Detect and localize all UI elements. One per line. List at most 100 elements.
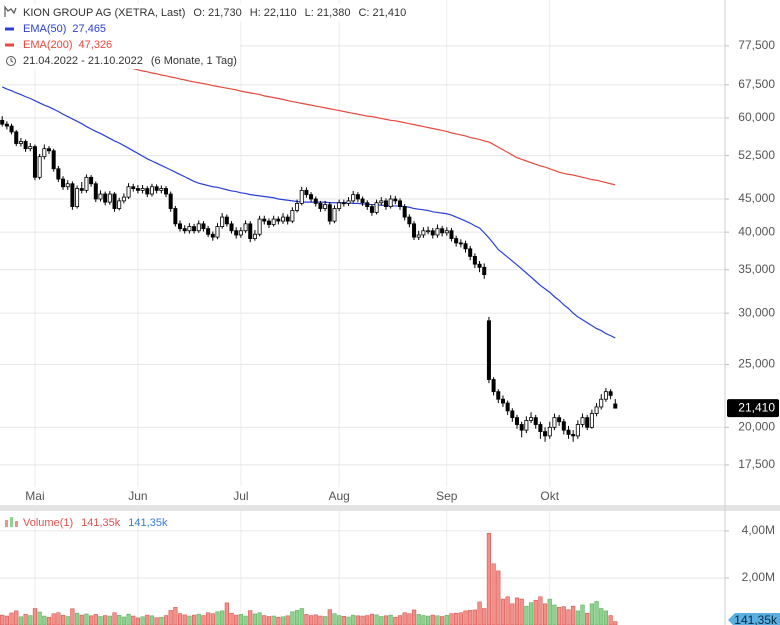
candle-body	[89, 176, 94, 185]
volume-bar	[224, 602, 229, 625]
candle-body	[594, 406, 599, 414]
volume-bar	[608, 615, 613, 625]
candle-body	[42, 148, 47, 158]
candle-body	[248, 223, 253, 239]
candle-body	[285, 216, 290, 222]
candle-body	[84, 176, 89, 191]
volume-bar	[528, 602, 534, 625]
candle-body	[515, 417, 520, 425]
volume-bar	[28, 615, 33, 625]
candle-body	[468, 248, 473, 257]
candle-body	[547, 426, 552, 437]
volume-icon	[5, 520, 8, 527]
candle-body	[444, 230, 449, 234]
volume-bar	[140, 616, 145, 625]
last-price-label: 21,410	[738, 400, 775, 414]
volume-bar	[440, 616, 445, 625]
candle-body	[351, 194, 356, 202]
candle-body	[14, 131, 19, 144]
candle-body	[379, 200, 384, 204]
candle-body	[18, 141, 23, 144]
volume-bar	[379, 616, 384, 625]
volume-icon	[15, 521, 18, 527]
volume-bar	[557, 607, 562, 625]
candle-body	[613, 403, 618, 409]
legend-swatch	[5, 27, 14, 31]
candle-body	[566, 429, 571, 435]
volume-bar	[346, 616, 351, 625]
volume-bar	[454, 612, 459, 625]
candle-body	[510, 410, 515, 419]
legend: KION GROUP AG (XETRA, Last) O: 21,730 H: 2…	[0, 4, 780, 625]
volume-bar	[449, 613, 454, 625]
volume-bar	[524, 605, 529, 625]
candle-body	[299, 189, 304, 204]
volume-bar	[285, 615, 290, 625]
candle-body	[168, 193, 173, 209]
candle-body	[482, 266, 487, 276]
volume-bar	[477, 601, 482, 625]
volume-bar	[603, 610, 609, 625]
candle-body	[519, 424, 524, 431]
ohlc-close: C: 21,410	[358, 7, 406, 19]
legend-value: 27,465	[72, 23, 106, 35]
volume-icon	[10, 517, 13, 527]
candle-body	[295, 203, 300, 211]
volume-bar	[4, 615, 9, 625]
volume-bar	[42, 615, 47, 625]
candle-body	[346, 200, 351, 204]
candle-body	[149, 186, 154, 195]
y-tick-label: 52,500	[738, 148, 775, 162]
volume-bar	[393, 616, 398, 625]
y-tick-label: 25,000	[738, 357, 775, 371]
candle-body	[491, 379, 496, 393]
candle-body	[252, 233, 257, 239]
volume-bar	[538, 596, 543, 625]
volume-bar	[103, 615, 108, 625]
candle-body	[561, 421, 566, 431]
candle-body	[575, 424, 580, 437]
candle-body	[103, 193, 108, 203]
volume-bar	[407, 613, 412, 625]
volume-bar	[416, 614, 421, 625]
volume-bar	[496, 570, 501, 625]
volume-bar	[365, 615, 370, 625]
candle-body	[355, 194, 360, 200]
volume-bar	[519, 598, 524, 625]
candle-body	[323, 204, 328, 209]
volume-bar	[397, 615, 403, 625]
date-range: 21.04.2022 - 21.10.2022	[23, 55, 143, 67]
volume-bar	[505, 596, 510, 625]
volume-bar	[304, 614, 309, 625]
candle-body	[280, 216, 285, 222]
volume-bar	[383, 615, 389, 625]
legend-name: EMA(200)	[23, 39, 73, 51]
candle-body	[196, 223, 201, 232]
x-tick-label: Sep	[436, 489, 458, 503]
volume-bar	[491, 563, 496, 625]
candle-body	[243, 223, 248, 232]
y-tick-label: 2,00M	[742, 570, 775, 584]
candle-body	[229, 223, 234, 232]
candle-body	[412, 223, 417, 238]
volume-bar	[463, 610, 468, 625]
candle-body	[552, 417, 557, 428]
volume-bar	[575, 610, 580, 625]
panel-divider	[0, 505, 780, 511]
volume-bar	[337, 615, 342, 625]
candle-body	[327, 204, 332, 222]
candle-body	[61, 178, 66, 188]
volume-bar	[0, 614, 5, 625]
candle-body	[9, 125, 14, 133]
candle-body	[98, 193, 103, 200]
volume-bar	[126, 613, 131, 625]
volume-badge	[728, 613, 780, 625]
candle-body	[440, 228, 445, 234]
volume-bar	[411, 609, 417, 625]
x-tick-label: Mai	[25, 489, 44, 503]
legend-entry: EMA(200) 47,326	[23, 39, 112, 51]
candle-body	[262, 218, 267, 222]
candle-body	[318, 203, 323, 209]
volume-bar	[318, 615, 323, 625]
candle-body	[393, 198, 398, 202]
